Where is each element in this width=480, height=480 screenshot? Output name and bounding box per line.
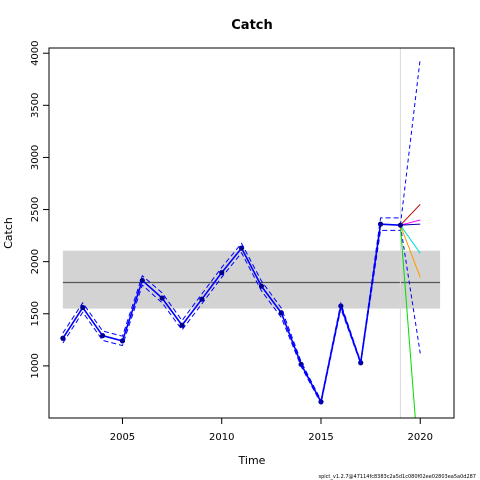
- projection-line-4: [399, 225, 421, 278]
- data-point: [298, 361, 304, 367]
- projection-line-7: [400, 223, 421, 226]
- plot-area: [60, 48, 441, 418]
- x-tick-label: 2015: [308, 432, 333, 443]
- x-tick-label: 2010: [209, 432, 234, 443]
- data-point: [179, 322, 185, 328]
- data-point: [100, 333, 106, 339]
- data-point: [159, 295, 165, 301]
- data-point: [119, 338, 126, 344]
- y-tick-label: 1000: [30, 353, 41, 378]
- data-point: [397, 222, 403, 228]
- y-tick-label: 4000: [30, 40, 41, 65]
- x-axis: 2005 2010 2015 2020: [110, 417, 433, 443]
- chart-title: Catch: [231, 18, 273, 33]
- x-tick-label: 2020: [408, 432, 433, 443]
- projection-line-2: [399, 225, 416, 418]
- y-tick-label: 3500: [30, 93, 41, 118]
- y-tick-label: 2000: [30, 249, 41, 274]
- plot-frame: [48, 47, 455, 419]
- projection-line-5: [400, 219, 421, 226]
- y-tick-label: 2500: [30, 197, 41, 222]
- y-tick-label: 1500: [30, 301, 41, 326]
- series-observed-line: [62, 223, 401, 405]
- projection-line-0: [399, 58, 421, 226]
- series-upper-line: [62, 217, 401, 402]
- projection-line-1: [399, 225, 421, 354]
- data-point: [80, 304, 86, 311]
- projection-line-6: [400, 203, 421, 226]
- data-point: [219, 270, 225, 276]
- y-axis: 1000 1500 2000 2500 3000 3500 4000: [30, 40, 49, 379]
- data-point: [139, 277, 145, 284]
- projection-line-3: [399, 224, 421, 254]
- footnote: spict_v1.2.7@47114fc8383c2a5d1c080f02ee0…: [319, 474, 477, 480]
- data-point: [377, 221, 384, 227]
- series-lower-line: [62, 229, 401, 405]
- y-tick-label: 3000: [30, 145, 41, 170]
- data-point: [199, 296, 205, 302]
- x-tick-label: 2005: [110, 432, 135, 443]
- reference-band: [62, 250, 441, 309]
- plot-content: [60, 48, 441, 418]
- y-axis-label: Catch: [2, 217, 15, 249]
- x-axis-label: Time: [238, 454, 266, 467]
- data-point: [60, 335, 66, 341]
